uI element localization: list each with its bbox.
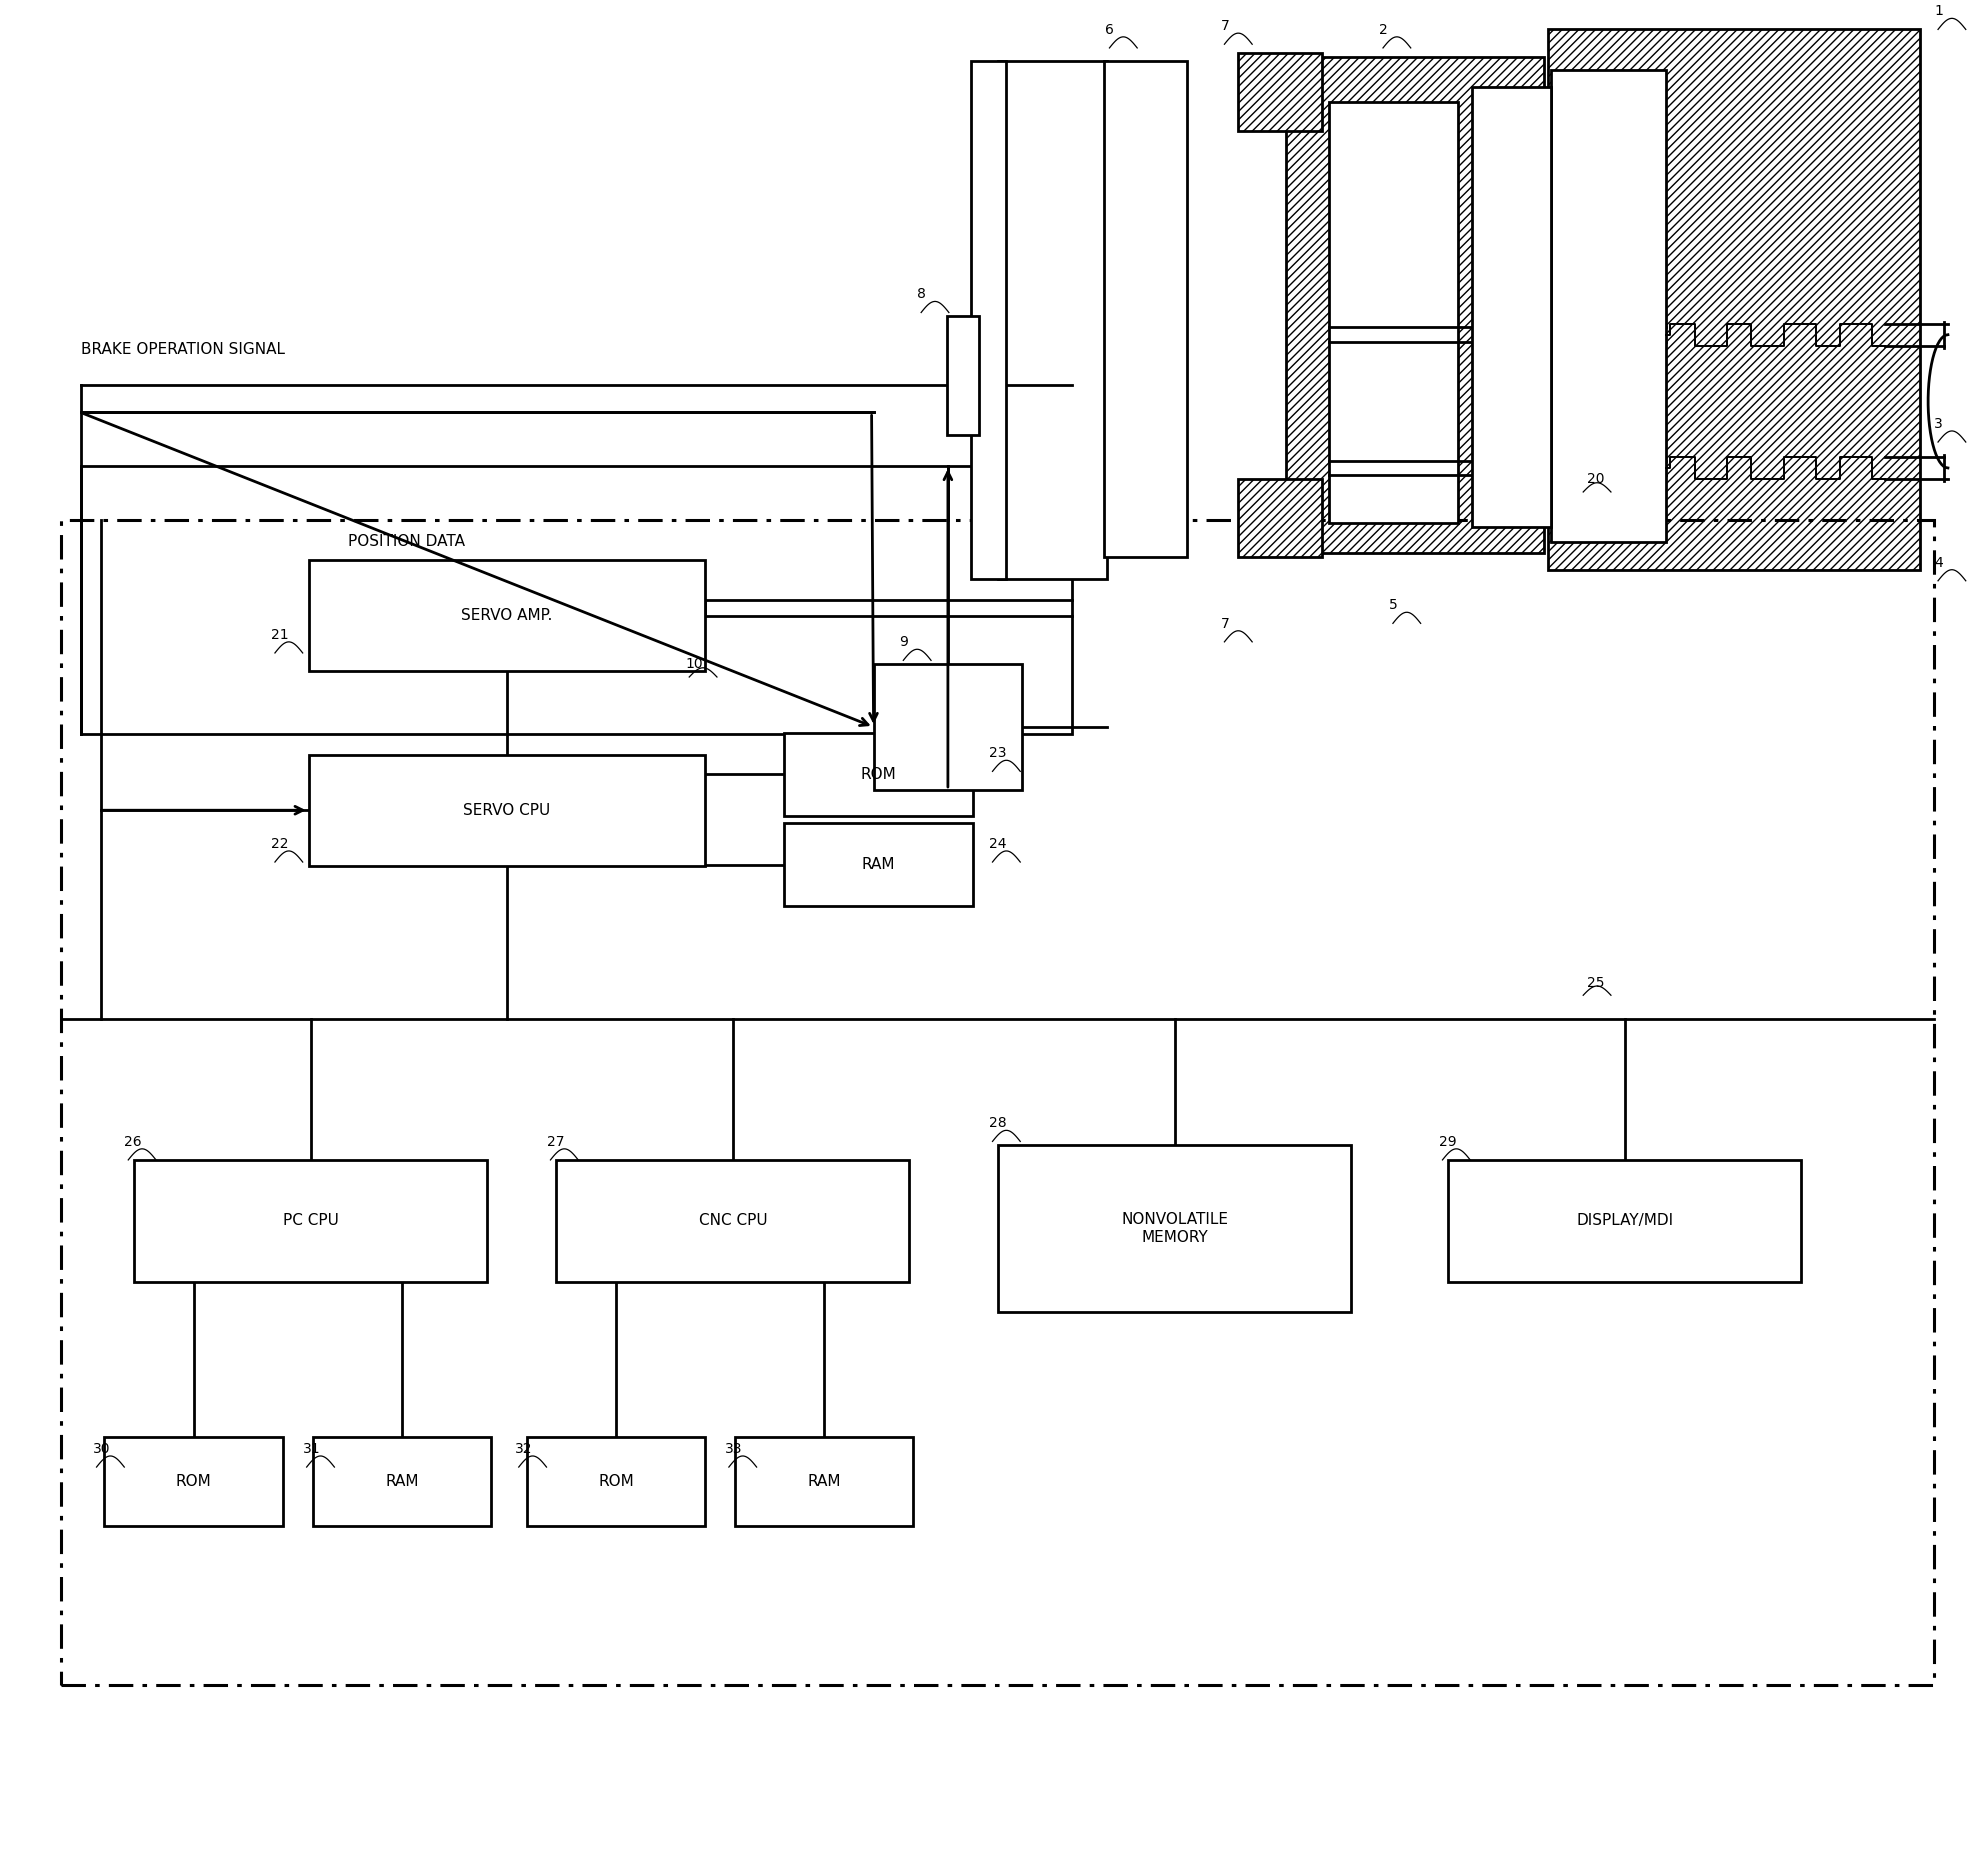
Bar — [1548, 30, 1919, 570]
Bar — [1473, 87, 1552, 527]
Text: 10: 10 — [685, 657, 703, 672]
Text: 32: 32 — [514, 1443, 532, 1456]
Bar — [105, 1437, 284, 1526]
Text: 27: 27 — [546, 1135, 564, 1149]
Text: 26: 26 — [125, 1135, 141, 1149]
Bar — [1286, 58, 1544, 553]
Bar — [998, 61, 1108, 579]
Bar — [62, 520, 1933, 1686]
Bar — [734, 1437, 913, 1526]
Text: 20: 20 — [1588, 472, 1604, 487]
Text: NONVOLATILE
MEMORY: NONVOLATILE MEMORY — [1122, 1213, 1229, 1244]
Text: 4: 4 — [1933, 555, 1943, 570]
Text: 22: 22 — [272, 838, 288, 851]
Bar — [526, 1437, 705, 1526]
Text: 9: 9 — [899, 635, 909, 650]
Bar — [784, 823, 973, 906]
Bar — [1239, 479, 1322, 557]
Text: ROM: ROM — [597, 1474, 633, 1489]
Text: 7: 7 — [1221, 19, 1229, 33]
Bar — [308, 561, 705, 672]
Text: ROM: ROM — [861, 767, 897, 782]
Text: SERVO AMP.: SERVO AMP. — [461, 609, 552, 624]
Text: 28: 28 — [989, 1116, 1006, 1131]
Text: 23: 23 — [989, 747, 1006, 760]
Text: 3: 3 — [1933, 418, 1943, 431]
Text: 30: 30 — [93, 1443, 109, 1456]
Bar — [784, 732, 973, 815]
Bar — [873, 665, 1022, 789]
Text: 7: 7 — [1221, 617, 1229, 631]
Bar — [312, 1437, 490, 1526]
Bar — [1330, 102, 1459, 524]
Bar — [1552, 71, 1667, 542]
Bar — [1104, 61, 1187, 557]
Text: CNC CPU: CNC CPU — [699, 1213, 766, 1229]
Text: ROM: ROM — [177, 1474, 212, 1489]
Text: 6: 6 — [1106, 22, 1114, 37]
Text: 2: 2 — [1380, 22, 1388, 37]
Bar — [998, 1146, 1352, 1311]
Text: DISPLAY/MDI: DISPLAY/MDI — [1576, 1213, 1673, 1229]
Bar — [1286, 58, 1544, 553]
Text: 21: 21 — [272, 628, 288, 643]
Bar — [1239, 479, 1322, 557]
Bar — [81, 466, 1072, 734]
Bar — [308, 754, 705, 865]
Bar — [135, 1161, 486, 1281]
Text: PC CPU: PC CPU — [282, 1213, 339, 1229]
Text: 24: 24 — [989, 838, 1006, 851]
Text: 1: 1 — [1933, 4, 1943, 19]
Text: RAM: RAM — [808, 1474, 842, 1489]
Bar — [556, 1161, 909, 1281]
Text: 33: 33 — [725, 1443, 742, 1456]
Text: RAM: RAM — [385, 1474, 419, 1489]
Text: BRAKE OPERATION SIGNAL: BRAKE OPERATION SIGNAL — [81, 342, 284, 357]
Bar — [1239, 54, 1322, 132]
Bar — [1449, 1161, 1800, 1281]
Text: 5: 5 — [1390, 598, 1397, 613]
Bar — [1548, 30, 1919, 570]
Text: POSITION DATA: POSITION DATA — [347, 535, 464, 550]
Bar — [1239, 54, 1322, 132]
Text: 31: 31 — [302, 1443, 320, 1456]
Text: RAM: RAM — [861, 858, 895, 873]
Text: 8: 8 — [917, 288, 927, 301]
Text: 25: 25 — [1588, 975, 1604, 990]
Text: SERVO CPU: SERVO CPU — [463, 802, 550, 817]
Text: 29: 29 — [1439, 1135, 1457, 1149]
Bar — [947, 316, 979, 435]
Bar — [971, 61, 1006, 579]
